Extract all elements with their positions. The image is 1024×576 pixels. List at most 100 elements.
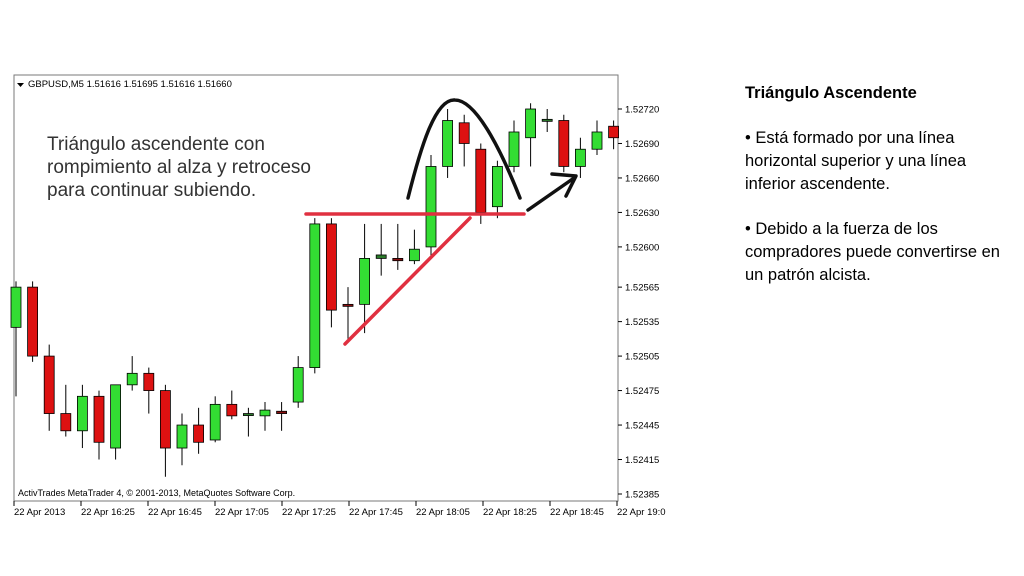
candle <box>508 120 520 173</box>
continuation-arrow <box>526 176 576 212</box>
candle <box>276 402 288 431</box>
x-tick-label: 22 Apr 17:05 <box>215 507 269 518</box>
candle-body <box>93 395 105 443</box>
y-tick-label: 1.52565 <box>625 283 659 294</box>
candle <box>325 218 337 328</box>
annotation-line-1: Triángulo ascendente con <box>47 134 265 155</box>
candle-body <box>508 131 520 167</box>
candle-body <box>392 258 404 262</box>
candle-body <box>143 372 155 391</box>
candle <box>359 223 371 334</box>
candle-body <box>342 303 354 307</box>
candle <box>143 367 155 414</box>
candle <box>541 109 553 132</box>
candle <box>93 390 105 460</box>
chart-footer: ActivTrades MetaTrader 4, © 2001-2013, M… <box>18 488 295 498</box>
side-title: Triángulo Ascendente <box>745 84 917 102</box>
candle <box>242 407 254 437</box>
candle-body <box>458 122 470 144</box>
candle <box>43 344 55 431</box>
candle-body <box>491 166 503 208</box>
candle <box>226 390 238 420</box>
candle-body <box>10 286 22 328</box>
candle-body <box>359 258 371 305</box>
candle <box>575 137 586 178</box>
x-tick-label: 22 Apr 18:45 <box>550 507 604 518</box>
candle <box>292 356 304 408</box>
candle <box>126 356 138 391</box>
candle-body <box>159 390 171 449</box>
candle <box>27 281 39 362</box>
side-bullet-2: • Debido a la fuerza de los compradores … <box>745 220 1000 284</box>
annotation-line-2: rompimiento al alza y retroceso <box>47 157 311 178</box>
candle <box>408 229 420 265</box>
candle-body <box>408 248 420 262</box>
rising-support-line <box>343 216 472 346</box>
candle-body <box>475 148 487 213</box>
candle-body <box>525 108 536 139</box>
candle <box>309 218 321 374</box>
x-tick-label: 22 Apr 16:45 <box>148 507 202 518</box>
y-tick-label: 1.52505 <box>625 352 659 363</box>
y-tick-label: 1.52475 <box>625 386 659 397</box>
candle-body <box>558 120 570 167</box>
candle-body <box>591 131 603 150</box>
candle <box>259 402 271 431</box>
candle-body <box>110 384 121 449</box>
x-tick-label: 22 Apr 19:0 <box>617 507 666 518</box>
annotation-line-3: para continuar subiendo. <box>47 180 256 201</box>
x-tick-label: 22 Apr 16:25 <box>81 507 135 518</box>
candle-body <box>575 148 586 167</box>
x-axis: 22 Apr 2013 22 Apr 16:25 22 Apr 16:45 22 Ap… <box>13 501 666 518</box>
candle-body <box>259 409 271 417</box>
y-tick-label: 1.52690 <box>625 139 659 150</box>
x-tick-label: 22 Apr 17:25 <box>282 507 336 518</box>
collapse-triangle-icon <box>17 83 24 87</box>
y-tick-label: 1.52720 <box>625 105 659 116</box>
arrow-head-icon <box>550 172 578 198</box>
candle <box>392 223 404 270</box>
x-tick-label: 22 Apr 18:25 <box>483 507 537 518</box>
candle <box>110 384 121 460</box>
y-tick-label: 1.52630 <box>625 208 659 219</box>
candle-body <box>176 424 188 449</box>
candle <box>176 413 188 466</box>
candle-body <box>541 118 553 122</box>
candle <box>608 120 619 150</box>
y-tick-label: 1.52415 <box>625 455 659 466</box>
x-tick-label: 22 Apr 2013 <box>14 507 65 518</box>
candle-body <box>193 424 205 443</box>
candle <box>558 114 570 173</box>
y-tick-label: 1.52445 <box>625 421 659 432</box>
candle <box>209 396 221 443</box>
candle-body <box>276 410 288 414</box>
x-tick-label: 22 Apr 18:05 <box>416 507 470 518</box>
candle-body <box>126 372 138 386</box>
x-tick-label: 22 Apr 17:45 <box>349 507 403 518</box>
candle <box>159 384 171 477</box>
candle <box>60 384 72 437</box>
side-panel: Triángulo Ascendente • Está formado por … <box>745 82 1005 309</box>
candle-body <box>60 413 72 432</box>
y-tick-label: 1.52660 <box>625 173 659 184</box>
candle-body <box>27 286 39 357</box>
candle <box>591 120 603 155</box>
candle-body <box>226 403 238 417</box>
candle <box>375 223 387 276</box>
candle-body <box>325 223 337 311</box>
candle <box>475 143 487 224</box>
candle <box>342 287 354 339</box>
candle-body <box>77 395 88 432</box>
y-tick-label: 1.52535 <box>625 317 659 328</box>
candle <box>425 154 437 259</box>
candle <box>458 114 470 167</box>
candle <box>77 384 88 449</box>
candle-body <box>209 403 221 441</box>
y-axis: 1.52720 1.52690 1.52660 1.52630 1.52600 1.525… <box>618 105 659 501</box>
candles <box>10 103 619 477</box>
candle-body <box>309 223 321 368</box>
candle-body <box>292 367 304 403</box>
candle-body <box>608 125 619 139</box>
candle-body <box>43 355 55 414</box>
pullback-arc <box>406 98 522 200</box>
